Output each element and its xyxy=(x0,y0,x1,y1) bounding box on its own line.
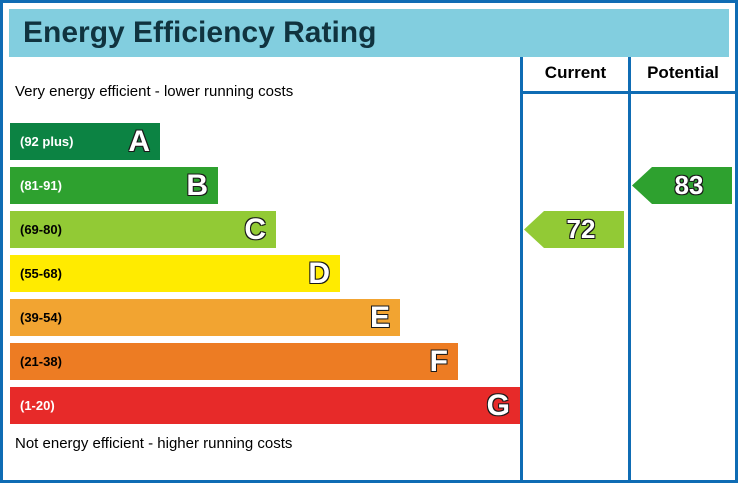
current-rating-value: 72 xyxy=(566,214,596,244)
potential-column-divider xyxy=(628,57,631,480)
chart-title: Energy Efficiency Rating xyxy=(23,16,377,49)
band-f: (21-38) F xyxy=(10,343,458,380)
band-c-letter: C xyxy=(244,213,266,246)
band-b-range: (81-91) xyxy=(20,178,62,193)
band-b-letter: B xyxy=(186,169,208,202)
current-rating-arrow: 72 xyxy=(524,211,624,248)
band-d: (55-68) D xyxy=(10,255,340,292)
band-g: (1-20) G xyxy=(10,387,520,424)
potential-rating-value: 83 xyxy=(674,170,704,200)
band-d-letter: D xyxy=(308,257,330,290)
band-d-range: (55-68) xyxy=(20,266,62,281)
current-column-header: Current xyxy=(544,63,607,82)
band-g-range: (1-20) xyxy=(20,398,55,413)
band-a: (92 plus) A xyxy=(10,123,160,160)
band-e-letter: E xyxy=(369,301,390,334)
band-c: (69-80) C xyxy=(10,211,276,248)
band-a-range: (92 plus) xyxy=(20,134,74,149)
band-f-range: (21-38) xyxy=(20,354,62,369)
potential-rating-arrow: 83 xyxy=(632,167,732,204)
band-a-letter: A xyxy=(128,125,150,158)
current-column-divider xyxy=(520,57,523,480)
band-g-letter: G xyxy=(486,389,510,422)
band-e: (39-54) E xyxy=(10,299,400,336)
potential-column-header: Potential xyxy=(647,63,719,82)
top-note: Very energy efficient - lower running co… xyxy=(15,83,294,100)
chart-title-bar: Energy Efficiency Rating xyxy=(9,9,729,57)
column-header-divider xyxy=(520,91,735,94)
bottom-note: Not energy efficient - higher running co… xyxy=(15,435,293,452)
band-b: (81-91) B xyxy=(10,167,218,204)
band-f-letter: F xyxy=(429,345,448,378)
band-e-range: (39-54) xyxy=(20,310,62,325)
band-c-range: (69-80) xyxy=(20,222,62,237)
